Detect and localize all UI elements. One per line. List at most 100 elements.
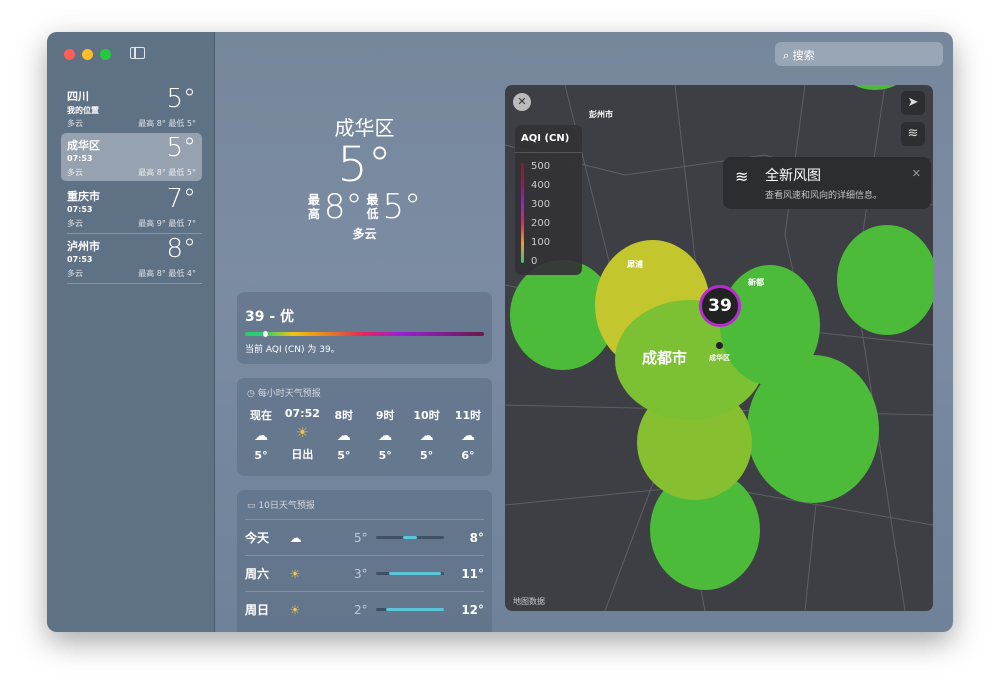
high-temp: 8° <box>323 187 363 227</box>
location-hilo: 最高 8° 最低 5° <box>138 119 196 128</box>
low-label: 最低 <box>366 193 379 221</box>
location-sub: 07:53 <box>67 255 93 264</box>
daily-forecast-card: ▭ 10日天气预报 今天 ☁ 5° 8° 周六 ☀ 3° 11° 周日 ☀ 2° 12° <box>237 490 492 632</box>
location-item-selected[interactable]: 成华区 07:53 5° 多云 最高 8° 最低 5° <box>61 133 202 181</box>
tip-desc: 查看风速和风向的详细信息。 <box>765 191 883 201</box>
close-map-button[interactable]: ✕ <box>513 93 531 111</box>
map-label: 彭州市 <box>589 110 613 119</box>
aqi-indicator <box>262 331 268 337</box>
layers-icon[interactable]: ≋ <box>901 122 925 146</box>
sun-icon: ☀ <box>289 566 301 581</box>
hour-temp: 日出 <box>291 448 314 461</box>
aqi-zone <box>720 265 820 385</box>
location-cond: 多云 <box>67 119 83 128</box>
sidebar-toggle-icon[interactable] <box>130 47 145 59</box>
map-credit[interactable]: 地图数据 <box>513 597 545 606</box>
high-label: 最高 <box>307 193 320 221</box>
location-name: 重庆市 <box>67 190 100 203</box>
search-input[interactable]: ⌕ 搜索 <box>775 42 943 66</box>
day-name: 周日 <box>245 603 270 617</box>
divider <box>67 283 202 284</box>
legend-value: 200 <box>531 218 551 229</box>
aqi-zone <box>845 85 905 90</box>
hour-temp: 6° <box>461 449 475 462</box>
location-cond: 多云 <box>67 219 83 228</box>
day-high: 12° <box>461 602 485 617</box>
hour-time: 8时 <box>334 409 354 422</box>
hour-temp: 5° <box>378 449 392 462</box>
cloud-icon: ☁ <box>419 428 434 444</box>
day-name: 周六 <box>245 567 270 581</box>
sidebar: 四川 我的位置 5° 多云 最高 8° 最低 5° 成华区 07:53 5° 多… <box>47 32 215 632</box>
hour-time: 9时 <box>375 409 395 422</box>
location-item[interactable]: 重庆市 07:53 7° 多云 最高 9° 最低 7° <box>61 184 202 234</box>
location-name: 四川 <box>67 90 89 103</box>
map-label: 成华区 <box>709 354 730 362</box>
aqi-zone <box>837 225 933 335</box>
hourly-item: 10时 ☁ 5° <box>409 407 445 462</box>
daily-row: 周日 ☀ 2° 12° <box>245 591 484 627</box>
location-name: 成华区 <box>67 139 100 152</box>
location-cond: 多云 <box>67 168 83 177</box>
current-temp: 5° <box>337 137 392 193</box>
cloud-icon: ☁ <box>254 428 268 444</box>
map-label: 新都 <box>748 278 764 287</box>
legend-value: 100 <box>531 237 551 248</box>
hourly-title: 每小时天气预报 <box>257 389 321 399</box>
clock-icon: ◷ <box>247 389 258 399</box>
location-item[interactable]: 泸州市 07:53 8° 多云 最高 8° 最低 4° <box>61 234 202 284</box>
calendar-icon: ▭ <box>247 501 259 511</box>
hour-temp: 5° <box>337 449 351 462</box>
day-high: 8° <box>469 530 485 545</box>
temp-range-bar <box>375 536 445 539</box>
current-city: 成华区 <box>334 116 395 140</box>
legend-value: 500 <box>531 161 551 172</box>
cloud-icon: ☁ <box>289 530 302 545</box>
location-temp: 7° <box>166 184 196 214</box>
tip-close-button[interactable]: ✕ <box>911 167 921 180</box>
aqi-map[interactable]: ✕ ➤ ≋ AQI (CN) 500 400 300 200 100 0 ≋ 全… <box>505 85 933 611</box>
cloud-icon: ☁ <box>336 428 351 444</box>
hourly-item: 8时 ☁ 5° <box>326 407 362 462</box>
daily-title: 10日天气预报 <box>258 501 315 511</box>
day-low: 5° <box>354 530 368 545</box>
hourly-item: 11时 ☁ 6° <box>450 407 486 462</box>
aqi-bar <box>245 331 484 337</box>
location-item[interactable]: 四川 我的位置 5° 多云 最高 8° 最低 5° <box>61 84 202 132</box>
location-sub: 我的位置 <box>67 106 99 115</box>
location-temp: 8° <box>166 234 196 264</box>
divider <box>67 233 202 234</box>
legend-title: AQI (CN) <box>515 125 582 153</box>
legend-value: 400 <box>531 180 551 191</box>
hourly-item: 9时 ☁ 5° <box>367 407 403 462</box>
location-hilo: 最高 8° 最低 5° <box>138 168 196 177</box>
wind-map-tip[interactable]: ≋ 全新风图 查看风速和风向的详细信息。 ✕ <box>723 157 931 209</box>
day-high: 11° <box>461 566 485 581</box>
location-sub: 07:53 <box>67 205 93 214</box>
aqi-desc: 当前 AQI (CN) 为 39。 <box>245 345 340 355</box>
aqi-marker[interactable]: 39 <box>699 285 741 327</box>
hour-temp: 5° <box>254 449 268 462</box>
day-low: 2° <box>354 602 368 617</box>
legend-value: 300 <box>531 199 551 210</box>
hour-time: 11时 <box>454 409 482 422</box>
search-icon: ⌕ <box>783 49 793 62</box>
hourly-item: 07:52 ☀ 日出 <box>284 407 320 462</box>
sun-icon: ☀ <box>289 602 301 617</box>
minimize-button[interactable] <box>82 49 93 60</box>
wind-icon: ≋ <box>735 167 749 186</box>
location-temp: 5° <box>166 133 196 163</box>
close-button[interactable] <box>64 49 75 60</box>
current-condition: 多云 <box>352 227 377 241</box>
hour-time: 07:52 <box>284 407 320 420</box>
location-hilo: 最高 8° 最低 4° <box>138 269 196 278</box>
temp-range-bar <box>375 572 445 575</box>
location-sub: 07:53 <box>67 154 93 163</box>
cloud-icon: ☁ <box>378 428 393 444</box>
cloud-icon: ☁ <box>460 428 475 444</box>
aqi-legend: AQI (CN) 500 400 300 200 100 0 <box>515 125 582 275</box>
zoom-button[interactable] <box>100 49 111 60</box>
hourly-item: 现在 ☁ 5° <box>243 407 279 462</box>
aqi-card[interactable]: 39 - 优 当前 AQI (CN) 为 39。 <box>237 292 492 364</box>
location-arrow-icon[interactable]: ➤ <box>901 91 925 115</box>
